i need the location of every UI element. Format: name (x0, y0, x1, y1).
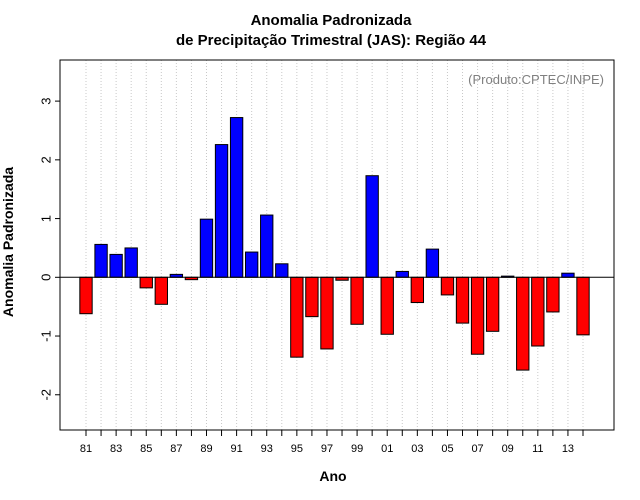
bar-85 (139, 276, 153, 289)
x-tick-label: 99 (351, 443, 363, 455)
x-tick-label: 81 (80, 443, 92, 455)
bar-00 (365, 175, 379, 278)
x-tick-label: 87 (170, 443, 182, 455)
bar-99 (350, 276, 364, 325)
y-tick-label: 3 (39, 97, 54, 104)
bar-84 (124, 247, 138, 278)
bar-11 (531, 276, 545, 347)
bar-14 (576, 276, 590, 336)
bar-02 (395, 270, 409, 278)
x-tick-label: 83 (110, 443, 122, 455)
x-tick-label: 03 (411, 443, 423, 455)
bar-04 (425, 248, 440, 278)
x-tick-label: 13 (562, 443, 574, 455)
x-tick-label: 97 (321, 443, 333, 455)
bar-10 (516, 276, 530, 371)
bar-90 (214, 144, 229, 278)
bar-93 (260, 214, 274, 278)
bar-08 (485, 276, 500, 332)
x-tick-label: 11 (532, 443, 543, 455)
plot-frame (59, 59, 615, 431)
x-tick-label: 07 (471, 443, 483, 455)
bar-81 (79, 276, 93, 315)
bar-06 (455, 276, 470, 324)
grid-lines (85, 60, 584, 430)
bar-13 (561, 272, 575, 278)
chart-title: Anomalia Padronizada (251, 12, 413, 29)
x-axis: 81 83 85 87 89 91 93 95 97 99 01 03 05 07 09 11 13 (80, 430, 584, 455)
bar-83 (109, 253, 123, 278)
y-tick-label: -1 (39, 330, 54, 342)
y-tick-label: 0 (39, 274, 54, 281)
x-tick-label: 09 (502, 443, 514, 455)
x-tick-label: 01 (381, 443, 393, 455)
bar-91 (229, 117, 244, 278)
x-tick-label: 85 (140, 443, 152, 455)
bar-03 (410, 276, 425, 304)
source-annotation: (Produto:CPTEC/INPE) (468, 72, 604, 87)
y-axis-label: Anomalia Padronizada (0, 167, 16, 317)
y-axis: -2 -1 0 1 2 3 (39, 97, 60, 401)
bars (79, 117, 590, 371)
x-tick-label: 05 (441, 443, 453, 455)
bar-07 (470, 276, 485, 355)
y-tick-label: -2 (39, 389, 54, 401)
bar-86 (154, 276, 168, 305)
bar-92 (244, 251, 259, 278)
bar-01 (380, 276, 394, 335)
x-tick-label: 95 (291, 443, 303, 455)
bar-96 (305, 276, 319, 318)
bar-94 (275, 263, 289, 278)
chart-subtitle: de Precipitação Trimestral (JAS): Região… (176, 32, 487, 49)
bar-82 (94, 243, 108, 278)
y-tick-label: 1 (39, 215, 54, 222)
y-tick-label: 2 (39, 156, 54, 163)
x-tick-label: 93 (261, 443, 273, 455)
bar-97 (320, 276, 334, 350)
x-axis-label: Ano (319, 468, 346, 484)
x-tick-label: 89 (200, 443, 212, 455)
x-tick-label: 91 (230, 443, 242, 455)
bar-12 (546, 276, 560, 313)
bar-95 (290, 276, 304, 358)
bar-05 (440, 276, 455, 296)
bar-89 (199, 218, 214, 278)
